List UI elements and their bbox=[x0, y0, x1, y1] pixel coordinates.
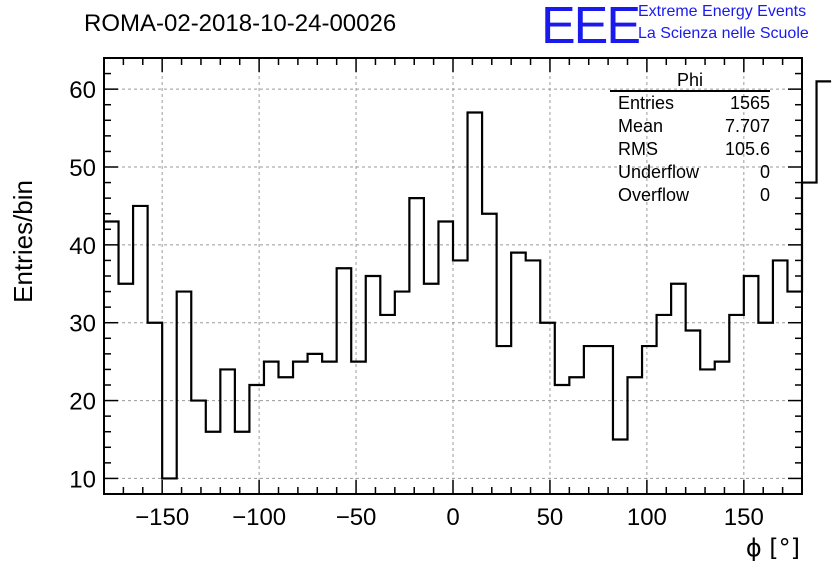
x-tick-label: 100 bbox=[627, 504, 667, 531]
stats-label: Underflow bbox=[618, 162, 700, 182]
stats-value: 7.707 bbox=[724, 116, 770, 136]
stats-value: 1565 bbox=[729, 93, 770, 113]
eee-logo: EEE bbox=[541, 0, 641, 55]
x-tick-label: −150 bbox=[135, 504, 189, 531]
y-tick-label: 60 bbox=[69, 77, 96, 104]
stats-row-overflow: Overflow 0 bbox=[610, 184, 770, 207]
logo-line-2: La Scienza nelle Scuole bbox=[638, 25, 809, 42]
stats-row-entries: Entries 1565 bbox=[610, 92, 770, 115]
stats-box: Phi Entries 1565 Mean 7.707 RMS 105.6 Un… bbox=[610, 70, 770, 207]
histogram-step-line bbox=[104, 80, 832, 480]
stats-label: Entries bbox=[618, 93, 675, 113]
y-tick-label: 30 bbox=[69, 311, 96, 338]
stats-value: 0 bbox=[759, 162, 770, 182]
y-axis-label: Entries/bin bbox=[8, 180, 38, 303]
x-tick-label: 150 bbox=[724, 504, 764, 531]
x-tick-label: −50 bbox=[336, 504, 377, 531]
stats-label: Overflow bbox=[618, 185, 690, 205]
y-tick-label: 10 bbox=[69, 466, 96, 493]
x-tick-label: 0 bbox=[446, 504, 459, 531]
stats-value: 105.6 bbox=[724, 139, 770, 159]
y-tick-label: 50 bbox=[69, 155, 96, 182]
x-tick-label: −100 bbox=[232, 504, 286, 531]
axis-ticks bbox=[103, 57, 803, 495]
stats-value: 0 bbox=[759, 185, 770, 205]
stats-title: Phi bbox=[610, 70, 770, 92]
y-tick-label: 20 bbox=[69, 389, 96, 416]
stats-label: Mean bbox=[618, 116, 664, 136]
run-title: ROMA-02-2018-10-24-00026 bbox=[84, 10, 397, 37]
x-axis-label: ϕ [°] bbox=[746, 534, 800, 562]
logo-line-1: Extreme Energy Events bbox=[638, 3, 807, 20]
stats-row-rms: RMS 105.6 bbox=[610, 138, 770, 161]
y-tick-label: 40 bbox=[69, 233, 96, 260]
tick-labels: −150 −100 −50 0 50 100 150 10 20 30 40 50 60 bbox=[69, 77, 764, 531]
stats-row-mean: Mean 7.707 bbox=[610, 115, 770, 138]
stats-label: RMS bbox=[618, 139, 658, 159]
x-tick-label: 50 bbox=[537, 504, 564, 531]
stats-row-underflow: Underflow 0 bbox=[610, 161, 770, 184]
